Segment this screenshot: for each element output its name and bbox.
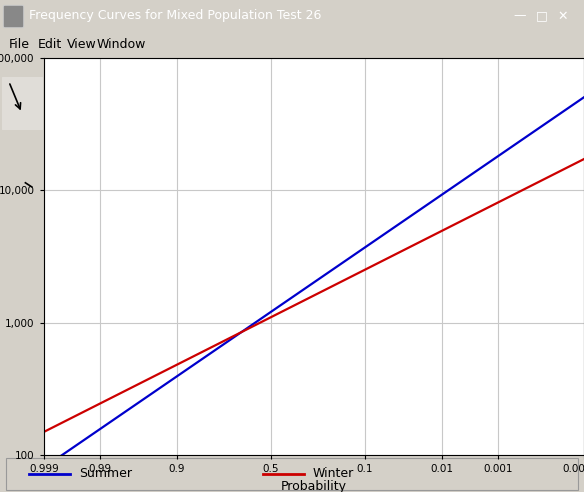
Text: —: — — [513, 9, 526, 23]
Text: Window: Window — [96, 38, 146, 51]
Bar — [2, 133, 41, 185]
Line: Summer: Summer — [0, 90, 584, 492]
Summer — [147, 391, 154, 397]
Summer — [406, 214, 413, 219]
Summer — [326, 269, 333, 275]
Summer — [265, 311, 272, 317]
Bar — [4, 6, 22, 26]
Winter — [406, 245, 413, 250]
Text: View: View — [67, 38, 97, 51]
Bar — [2, 77, 41, 129]
Summer — [406, 214, 413, 220]
Winter — [326, 285, 333, 291]
Text: Frequency Curves for Mixed Population Test 26: Frequency Curves for Mixed Population Te… — [29, 9, 322, 23]
Text: ✕: ✕ — [558, 9, 568, 23]
Winter — [265, 315, 272, 321]
Text: Edit: Edit — [38, 38, 62, 51]
Bar — [3, 5, 23, 27]
Bar — [6, 458, 578, 490]
Text: □: □ — [536, 9, 547, 23]
Line: Winter: Winter — [0, 154, 584, 455]
Text: Summer: Summer — [79, 467, 132, 480]
Winter — [260, 318, 267, 324]
X-axis label: Probability: Probability — [281, 480, 347, 492]
Summer — [260, 314, 267, 320]
Winter — [406, 244, 413, 250]
Winter — [0, 452, 1, 458]
Text: File: File — [9, 38, 30, 51]
Winter — [147, 375, 154, 381]
Text: Winter: Winter — [312, 467, 354, 480]
